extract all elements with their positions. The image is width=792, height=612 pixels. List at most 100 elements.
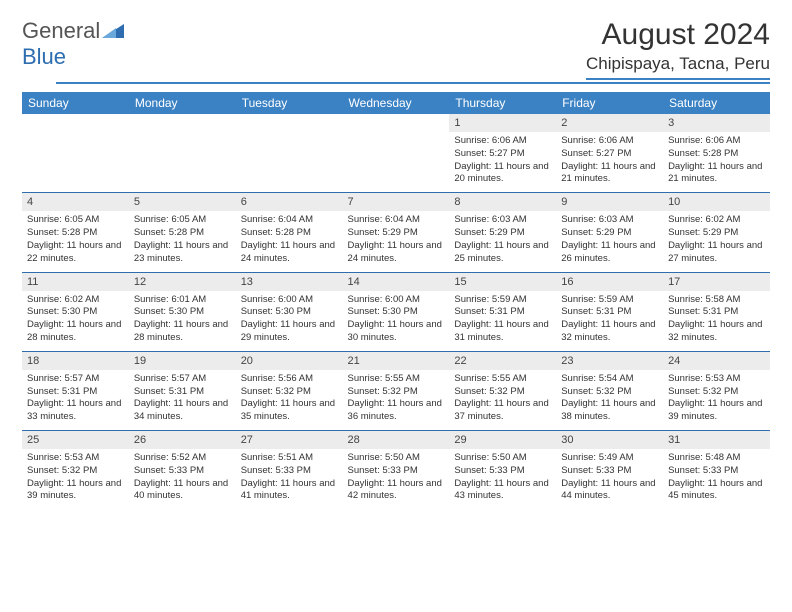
- calendar-empty-cell: [22, 114, 129, 193]
- day-info: Sunrise: 6:06 AMSunset: 5:27 PMDaylight:…: [556, 132, 663, 192]
- day-number: 5: [129, 193, 236, 211]
- calendar-day-cell: 14Sunrise: 6:00 AMSunset: 5:30 PMDayligh…: [343, 272, 450, 351]
- weekday-header: Thursday: [449, 92, 556, 114]
- calendar-day-cell: 21Sunrise: 5:55 AMSunset: 5:32 PMDayligh…: [343, 351, 450, 430]
- day-number: 12: [129, 273, 236, 291]
- calendar-day-cell: 7Sunrise: 6:04 AMSunset: 5:29 PMDaylight…: [343, 193, 450, 272]
- calendar-day-cell: 17Sunrise: 5:58 AMSunset: 5:31 PMDayligh…: [663, 272, 770, 351]
- day-info: Sunrise: 5:52 AMSunset: 5:33 PMDaylight:…: [129, 449, 236, 509]
- day-info: Sunrise: 6:01 AMSunset: 5:30 PMDaylight:…: [129, 291, 236, 351]
- day-number: 8: [449, 193, 556, 211]
- weekday-header: Wednesday: [343, 92, 450, 114]
- day-number: 7: [343, 193, 450, 211]
- day-number: 24: [663, 352, 770, 370]
- calendar-day-cell: 16Sunrise: 5:59 AMSunset: 5:31 PMDayligh…: [556, 272, 663, 351]
- day-info: Sunrise: 6:00 AMSunset: 5:30 PMDaylight:…: [236, 291, 343, 351]
- calendar-day-cell: 11Sunrise: 6:02 AMSunset: 5:30 PMDayligh…: [22, 272, 129, 351]
- calendar-day-cell: 28Sunrise: 5:50 AMSunset: 5:33 PMDayligh…: [343, 431, 450, 510]
- day-info: Sunrise: 6:05 AMSunset: 5:28 PMDaylight:…: [22, 211, 129, 271]
- day-number: 16: [556, 273, 663, 291]
- day-info: Sunrise: 5:53 AMSunset: 5:32 PMDaylight:…: [663, 370, 770, 430]
- calendar-day-cell: 20Sunrise: 5:56 AMSunset: 5:32 PMDayligh…: [236, 351, 343, 430]
- day-number: 1: [449, 114, 556, 132]
- day-number: 19: [129, 352, 236, 370]
- calendar-day-cell: 23Sunrise: 5:54 AMSunset: 5:32 PMDayligh…: [556, 351, 663, 430]
- day-info: Sunrise: 6:03 AMSunset: 5:29 PMDaylight:…: [449, 211, 556, 271]
- header-rule: [56, 82, 770, 84]
- day-number: 31: [663, 431, 770, 449]
- day-number: 29: [449, 431, 556, 449]
- day-info: Sunrise: 6:02 AMSunset: 5:30 PMDaylight:…: [22, 291, 129, 351]
- brand-part2: Blue: [22, 44, 66, 69]
- calendar-week-row: 4Sunrise: 6:05 AMSunset: 5:28 PMDaylight…: [22, 193, 770, 272]
- day-info: Sunrise: 5:50 AMSunset: 5:33 PMDaylight:…: [343, 449, 450, 509]
- calendar-day-cell: 3Sunrise: 6:06 AMSunset: 5:28 PMDaylight…: [663, 114, 770, 193]
- day-info: Sunrise: 5:58 AMSunset: 5:31 PMDaylight:…: [663, 291, 770, 351]
- calendar-week-row: 25Sunrise: 5:53 AMSunset: 5:32 PMDayligh…: [22, 431, 770, 510]
- calendar-day-cell: 19Sunrise: 5:57 AMSunset: 5:31 PMDayligh…: [129, 351, 236, 430]
- calendar-table: SundayMondayTuesdayWednesdayThursdayFrid…: [22, 92, 770, 509]
- page-header: GeneralBlue August 2024 Chipispaya, Tacn…: [22, 18, 770, 80]
- day-number: 4: [22, 193, 129, 211]
- day-info: Sunrise: 5:59 AMSunset: 5:31 PMDaylight:…: [556, 291, 663, 351]
- calendar-day-cell: 29Sunrise: 5:50 AMSunset: 5:33 PMDayligh…: [449, 431, 556, 510]
- day-info: Sunrise: 5:55 AMSunset: 5:32 PMDaylight:…: [343, 370, 450, 430]
- calendar-week-row: 1Sunrise: 6:06 AMSunset: 5:27 PMDaylight…: [22, 114, 770, 193]
- weekday-header: Monday: [129, 92, 236, 114]
- weekday-header: Friday: [556, 92, 663, 114]
- day-number: 30: [556, 431, 663, 449]
- day-info: Sunrise: 5:55 AMSunset: 5:32 PMDaylight:…: [449, 370, 556, 430]
- location-label: Chipispaya, Tacna, Peru: [586, 54, 770, 80]
- calendar-head: SundayMondayTuesdayWednesdayThursdayFrid…: [22, 92, 770, 114]
- day-info: Sunrise: 5:54 AMSunset: 5:32 PMDaylight:…: [556, 370, 663, 430]
- day-number: 6: [236, 193, 343, 211]
- calendar-day-cell: 26Sunrise: 5:52 AMSunset: 5:33 PMDayligh…: [129, 431, 236, 510]
- brand-triangle-icon: [102, 18, 124, 43]
- day-number: 13: [236, 273, 343, 291]
- day-info: Sunrise: 6:03 AMSunset: 5:29 PMDaylight:…: [556, 211, 663, 271]
- day-info: Sunrise: 5:56 AMSunset: 5:32 PMDaylight:…: [236, 370, 343, 430]
- day-info: Sunrise: 5:51 AMSunset: 5:33 PMDaylight:…: [236, 449, 343, 509]
- day-info: Sunrise: 6:04 AMSunset: 5:29 PMDaylight:…: [343, 211, 450, 271]
- day-info: Sunrise: 5:50 AMSunset: 5:33 PMDaylight:…: [449, 449, 556, 509]
- calendar-day-cell: 13Sunrise: 6:00 AMSunset: 5:30 PMDayligh…: [236, 272, 343, 351]
- brand-logo: GeneralBlue: [22, 18, 124, 70]
- day-info: Sunrise: 6:05 AMSunset: 5:28 PMDaylight:…: [129, 211, 236, 271]
- calendar-day-cell: 9Sunrise: 6:03 AMSunset: 5:29 PMDaylight…: [556, 193, 663, 272]
- weekday-header: Saturday: [663, 92, 770, 114]
- day-number: 14: [343, 273, 450, 291]
- calendar-day-cell: 30Sunrise: 5:49 AMSunset: 5:33 PMDayligh…: [556, 431, 663, 510]
- day-number: 17: [663, 273, 770, 291]
- calendar-empty-cell: [343, 114, 450, 193]
- day-info: Sunrise: 5:48 AMSunset: 5:33 PMDaylight:…: [663, 449, 770, 509]
- weekday-header: Sunday: [22, 92, 129, 114]
- calendar-day-cell: 24Sunrise: 5:53 AMSunset: 5:32 PMDayligh…: [663, 351, 770, 430]
- weekday-header: Tuesday: [236, 92, 343, 114]
- calendar-day-cell: 2Sunrise: 6:06 AMSunset: 5:27 PMDaylight…: [556, 114, 663, 193]
- day-info: Sunrise: 5:53 AMSunset: 5:32 PMDaylight:…: [22, 449, 129, 509]
- title-block: August 2024 Chipispaya, Tacna, Peru: [586, 18, 770, 80]
- calendar-empty-cell: [236, 114, 343, 193]
- calendar-day-cell: 4Sunrise: 6:05 AMSunset: 5:28 PMDaylight…: [22, 193, 129, 272]
- calendar-page: GeneralBlue August 2024 Chipispaya, Tacn…: [0, 0, 792, 527]
- calendar-week-row: 18Sunrise: 5:57 AMSunset: 5:31 PMDayligh…: [22, 351, 770, 430]
- day-number: 28: [343, 431, 450, 449]
- calendar-day-cell: 15Sunrise: 5:59 AMSunset: 5:31 PMDayligh…: [449, 272, 556, 351]
- calendar-day-cell: 22Sunrise: 5:55 AMSunset: 5:32 PMDayligh…: [449, 351, 556, 430]
- calendar-day-cell: 25Sunrise: 5:53 AMSunset: 5:32 PMDayligh…: [22, 431, 129, 510]
- day-info: Sunrise: 6:04 AMSunset: 5:28 PMDaylight:…: [236, 211, 343, 271]
- day-info: Sunrise: 5:49 AMSunset: 5:33 PMDaylight:…: [556, 449, 663, 509]
- calendar-day-cell: 18Sunrise: 5:57 AMSunset: 5:31 PMDayligh…: [22, 351, 129, 430]
- day-info: Sunrise: 5:57 AMSunset: 5:31 PMDaylight:…: [129, 370, 236, 430]
- calendar-day-cell: 12Sunrise: 6:01 AMSunset: 5:30 PMDayligh…: [129, 272, 236, 351]
- day-number: 22: [449, 352, 556, 370]
- day-number: 9: [556, 193, 663, 211]
- day-number: 27: [236, 431, 343, 449]
- day-number: 20: [236, 352, 343, 370]
- day-number: 3: [663, 114, 770, 132]
- calendar-week-row: 11Sunrise: 6:02 AMSunset: 5:30 PMDayligh…: [22, 272, 770, 351]
- brand-part1: General: [22, 18, 100, 43]
- day-number: 18: [22, 352, 129, 370]
- day-info: Sunrise: 5:59 AMSunset: 5:31 PMDaylight:…: [449, 291, 556, 351]
- day-info: Sunrise: 6:00 AMSunset: 5:30 PMDaylight:…: [343, 291, 450, 351]
